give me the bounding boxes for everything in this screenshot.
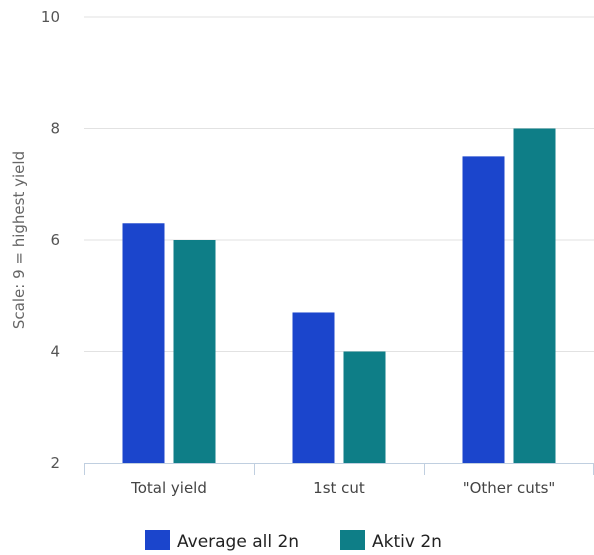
legend-label: Aktiv 2n bbox=[372, 532, 442, 552]
bar-average-all-2n-1 bbox=[292, 312, 335, 463]
legend-item-aktiv-2n[interactable]: Aktiv 2n bbox=[340, 530, 442, 552]
x-axis: Total yield 1st cut "Other cuts" bbox=[84, 463, 594, 497]
x-category-label: Total yield bbox=[130, 479, 207, 497]
y-axis-ticks: 2 4 6 8 10 bbox=[41, 8, 60, 472]
legend-label: Average all 2n bbox=[177, 532, 299, 552]
y-axis-title: Scale: 9 = highest yield bbox=[10, 151, 28, 329]
bar-aktiv-2n-1 bbox=[343, 351, 386, 463]
y-tick-label: 10 bbox=[41, 8, 60, 26]
x-category-label: "Other cuts" bbox=[463, 479, 556, 497]
bar-aktiv-2n-2 bbox=[513, 128, 556, 463]
legend-swatch bbox=[340, 530, 365, 550]
bars bbox=[122, 128, 556, 463]
y-tick-label: 6 bbox=[50, 231, 60, 249]
bar-average-all-2n-2 bbox=[462, 156, 505, 463]
y-tick-label: 4 bbox=[50, 343, 60, 361]
x-category-label: 1st cut bbox=[313, 479, 365, 497]
gridlines bbox=[84, 16, 594, 352]
legend: Average all 2n Aktiv 2n bbox=[145, 530, 442, 552]
legend-item-average-all-2n[interactable]: Average all 2n bbox=[145, 530, 299, 552]
y-tick-label: 8 bbox=[50, 120, 60, 138]
bar-aktiv-2n-0 bbox=[173, 240, 216, 463]
legend-swatch bbox=[145, 530, 170, 550]
bar-average-all-2n-0 bbox=[122, 223, 165, 463]
y-tick-label: 2 bbox=[50, 454, 60, 472]
